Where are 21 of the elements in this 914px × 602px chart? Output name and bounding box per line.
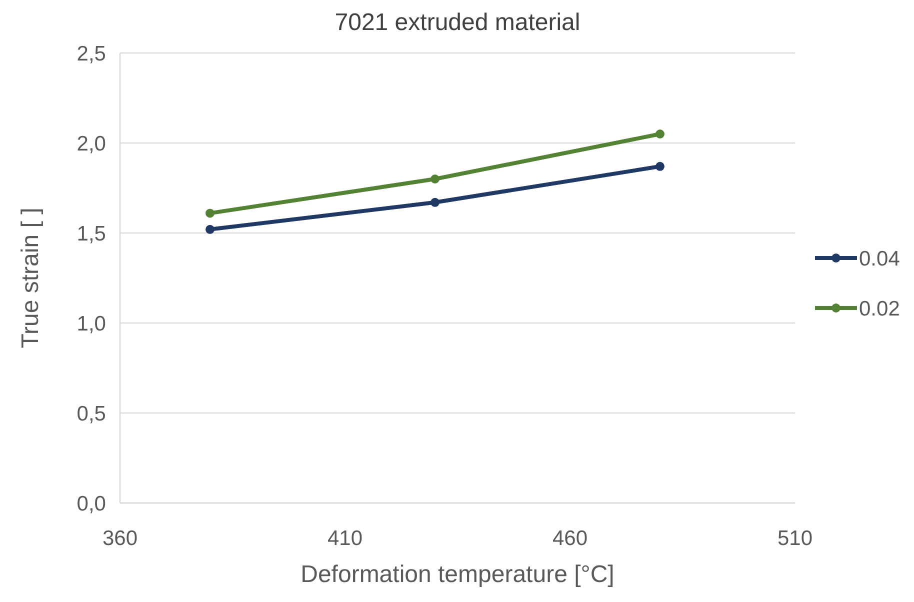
- x-tick-label: 460: [552, 527, 588, 550]
- x-axis-title: Deformation temperature [°C]: [300, 561, 614, 588]
- point: [430, 174, 440, 184]
- x-tick-label: 410: [327, 527, 363, 550]
- y-axis-title: True strain [ ]: [17, 208, 44, 348]
- y-tick-label: 0,5: [76, 402, 106, 426]
- legend-label: 0.02: [859, 297, 900, 320]
- y-tick-label: 2,0: [76, 132, 106, 156]
- point: [656, 162, 664, 171]
- point: [206, 224, 214, 234]
- y-tick-label: 2,5: [76, 42, 106, 66]
- point: [430, 198, 440, 207]
- x-tick-label: 510: [777, 527, 813, 550]
- point: [656, 130, 664, 138]
- x-tick-label: 360: [102, 527, 138, 550]
- y-tick-label: 0,0: [76, 492, 106, 516]
- y-tick-label: 1,0: [76, 312, 106, 336]
- legend-label: 0.04: [859, 247, 900, 270]
- point: [206, 208, 214, 218]
- chart-title: 7021 extruded material: [334, 9, 580, 36]
- y-tick-label: 1,5: [76, 222, 106, 246]
